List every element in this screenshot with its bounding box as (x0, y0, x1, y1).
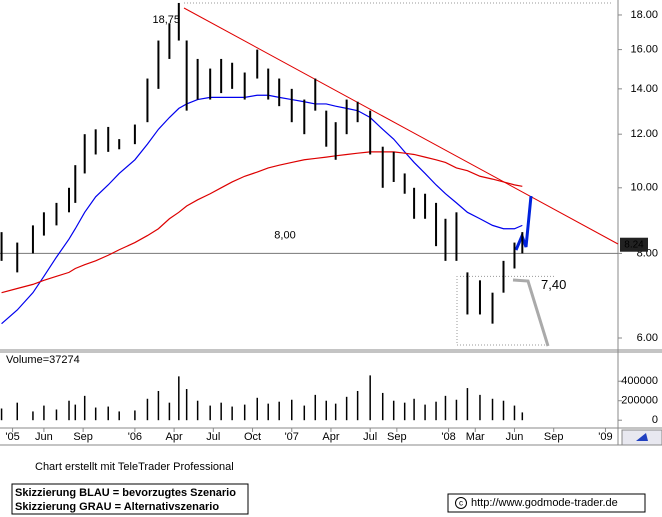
copyright-icon (455, 497, 467, 509)
legend-box (11, 483, 249, 515)
trend-line (183, 7, 619, 245)
x-tick-label: Oct (244, 431, 261, 443)
x-tick-label: Apr (166, 431, 183, 443)
volume-tick-label: 200000 (621, 395, 658, 407)
gray-scenario (512, 278, 550, 347)
x-tick-label: Sep (73, 431, 93, 443)
y-tick-label: 6.00 (637, 332, 658, 344)
last-price-box (620, 237, 648, 252)
moving-average (1, 151, 523, 294)
y-tick-label: 8.00 (637, 247, 658, 259)
x-tick-label: '06 (128, 431, 142, 443)
y-tick-label: 14.00 (630, 83, 658, 95)
legend-line: Skizzierung GRAU = Alternativszenario (15, 501, 219, 513)
x-tick-label: '09 (598, 431, 612, 443)
support-box (456, 276, 548, 346)
x-tick-label: Jul (206, 431, 220, 443)
annotation-label: 8,00 (274, 229, 295, 241)
volume-tick-label: 0 (652, 414, 658, 426)
x-tick-label: Jun (35, 431, 53, 443)
y-tick-label: 16.00 (630, 44, 658, 56)
volume-tick-label: 400000 (621, 375, 658, 387)
credit: Chart erstellt mit TeleTrader Profession… (35, 461, 234, 473)
url[interactable]: http://www.godmode-trader.de (471, 497, 618, 509)
y-tick-label: 12.00 (630, 128, 658, 140)
annotation-label: 7,40 (541, 277, 566, 292)
nav-icon (636, 433, 648, 441)
x-tick-label: Jul (363, 431, 377, 443)
x-tick-label: '07 (285, 431, 299, 443)
blue-scenario (514, 195, 533, 251)
copyright-c: c (459, 499, 463, 508)
x-tick-label: Sep (544, 431, 564, 443)
annotation-label: 18,75 (152, 14, 180, 26)
x-tick-label: Mar (466, 431, 485, 443)
x-tick-label: Apr (322, 431, 339, 443)
x-tick-label: Jun (506, 431, 524, 443)
y-tick-label: 18.00 (630, 9, 658, 21)
last-price-label: 8.24 (624, 239, 644, 250)
y-tick-label: 10.00 (630, 182, 658, 194)
legend-line: Skizzierung BLAU = bevorzugtes Szenario (15, 487, 236, 499)
url-box (447, 493, 646, 513)
x-tick-label: '05 (5, 431, 19, 443)
x-tick-label: '08 (441, 431, 455, 443)
x-tick-label: Sep (387, 431, 407, 443)
volume-label: Volume=37274 (6, 354, 80, 366)
